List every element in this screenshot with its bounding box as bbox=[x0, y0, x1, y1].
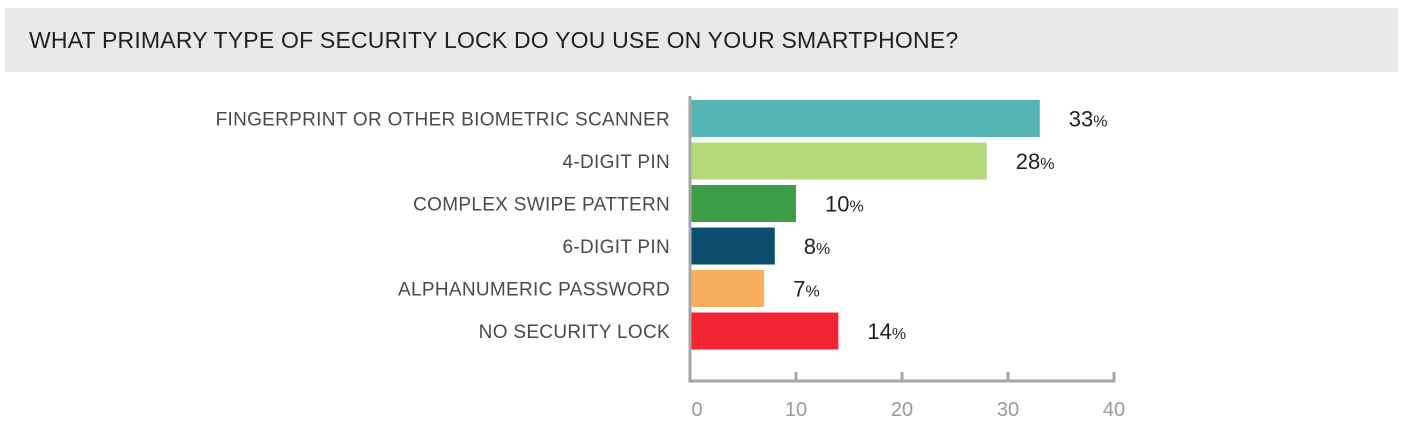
bars-layer bbox=[690, 100, 1040, 350]
x-tick-label: 0 bbox=[691, 399, 702, 421]
bar bbox=[690, 312, 839, 350]
bar bbox=[690, 270, 765, 307]
bar bbox=[690, 185, 796, 222]
bar bbox=[690, 142, 987, 180]
bar bbox=[690, 100, 1040, 137]
chart-title: WHAT PRIMARY TYPE OF SECURITY LOCK DO YO… bbox=[29, 27, 959, 53]
data-label: 28% bbox=[1016, 149, 1055, 174]
data-label: 7% bbox=[793, 277, 819, 302]
category-label: 6-DIGIT PIN bbox=[563, 237, 670, 258]
x-tick-label: 10 bbox=[785, 399, 807, 421]
x-tick-label: 20 bbox=[891, 399, 913, 421]
chart-title-bar: WHAT PRIMARY TYPE OF SECURITY LOCK DO YO… bbox=[5, 8, 1398, 72]
x-axis: 0 10 20 30 40 bbox=[688, 96, 1125, 421]
data-label: 33% bbox=[1069, 107, 1108, 132]
category-label: COMPLEX SWIPE PATTERN bbox=[413, 195, 670, 216]
category-label: NO SECURITY LOCK bbox=[479, 322, 670, 343]
data-label: 10% bbox=[825, 192, 864, 217]
category-label: FINGERPRINT OR OTHER BIOMETRIC SCANNER bbox=[216, 110, 670, 131]
x-tick-label: 30 bbox=[997, 399, 1019, 421]
x-tick-label: 40 bbox=[1103, 399, 1125, 421]
category-labels: FINGERPRINT OR OTHER BIOMETRIC SCANNER 4-… bbox=[216, 110, 670, 344]
value-labels: 33% 28% 10% 8% 7% 14% bbox=[793, 107, 1107, 345]
data-label: 8% bbox=[804, 234, 830, 259]
bar bbox=[690, 227, 775, 265]
category-label: ALPHANUMERIC PASSWORD bbox=[398, 280, 670, 301]
data-label: 14% bbox=[867, 319, 906, 344]
category-label: 4-DIGIT PIN bbox=[563, 152, 670, 173]
